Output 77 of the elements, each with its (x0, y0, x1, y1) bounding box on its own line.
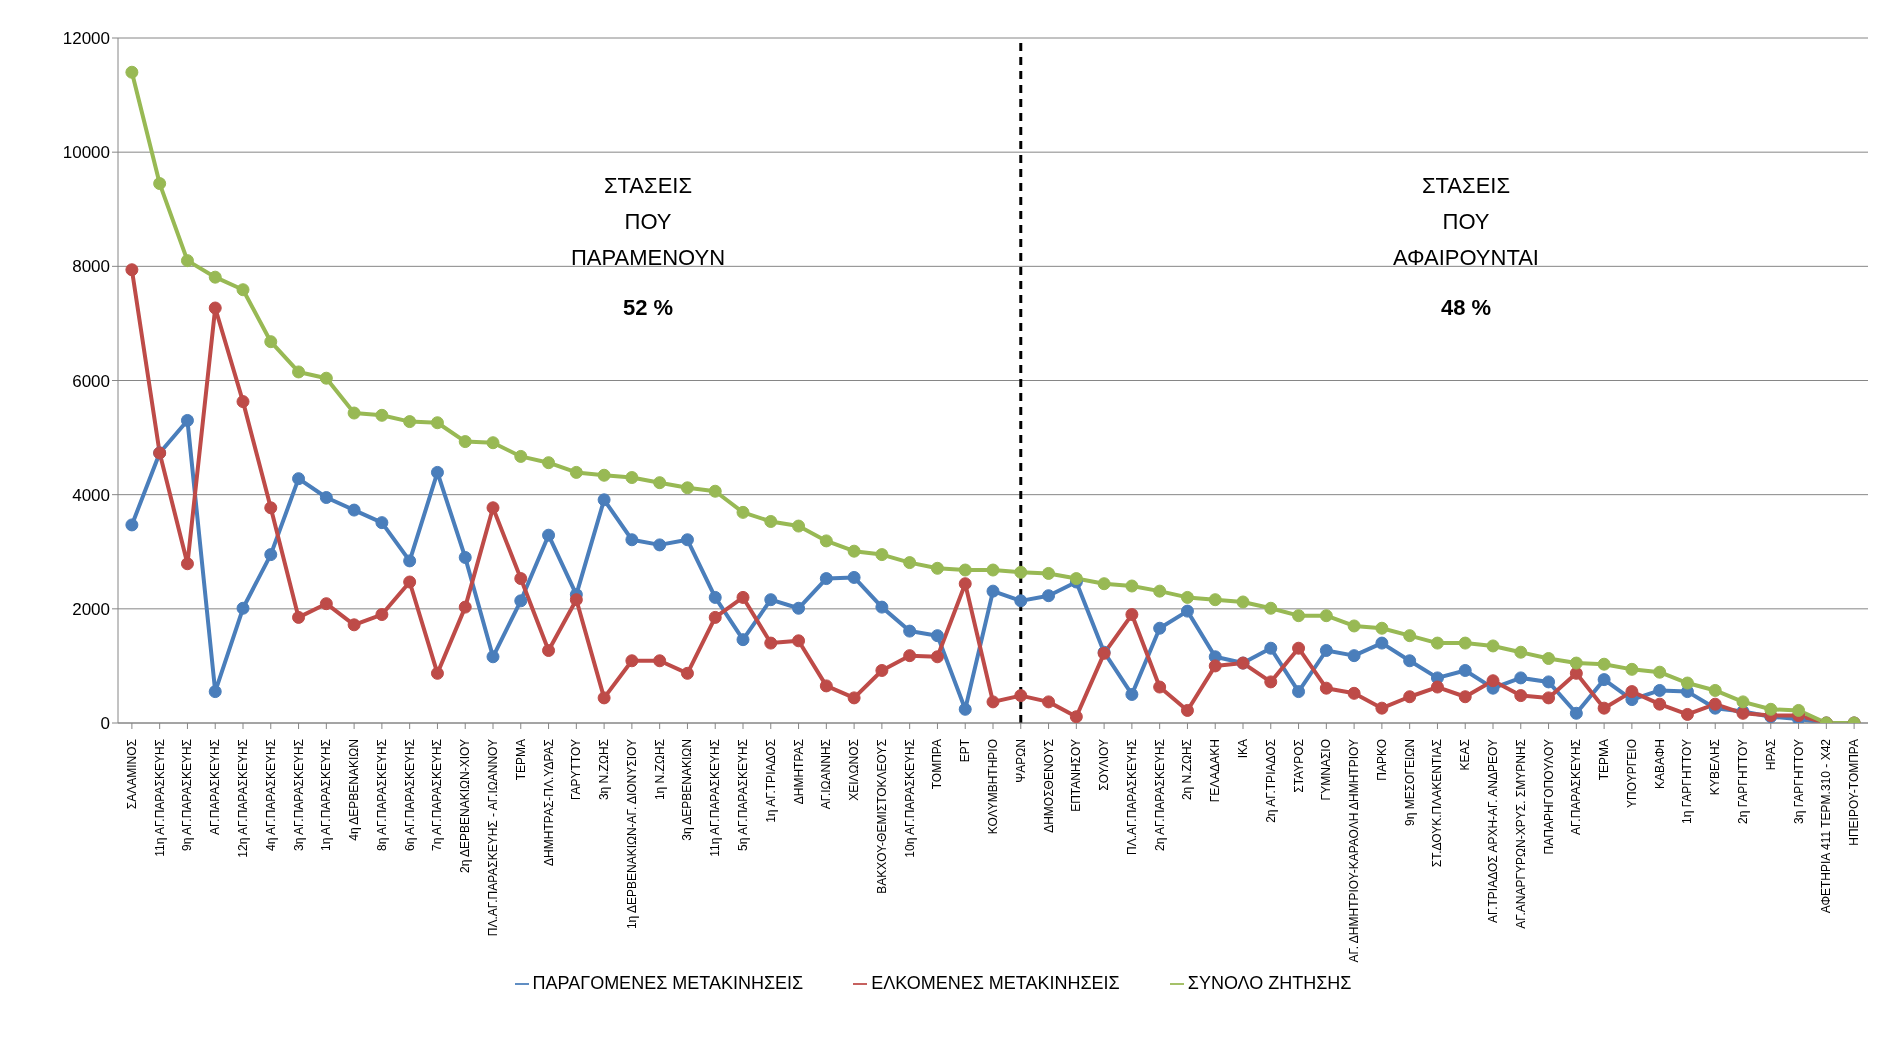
x-tick-label: ΕΡΤ (958, 738, 973, 763)
x-tick-label: ΔΗΜΗΤΡΑΣ (791, 739, 806, 805)
x-tick-label: 1η ΑΓ.ΠΑΡΑΣΚΕΥΗΣ (319, 739, 334, 851)
x-tick-label: 3η ΑΓ.ΠΑΡΑΣΚΕΥΗΣ (291, 739, 306, 851)
x-tick-label: 2η ΓΑΡΓΗΤΤΟΥ (1736, 739, 1750, 824)
x-tick-label: ΑΓ.ΑΝΑΡΓΥΡΩΝ-ΧΡΥΣ. ΣΜΥΡΝΗΣ (1513, 739, 1528, 929)
x-tick-label: 12η ΑΓ.ΠΑΡΑΣΚΕΥΗΣ (236, 739, 250, 858)
x-tick-label: ΓΕΛΑΔΑΚΗ (1208, 739, 1223, 803)
x-tick-label: ΑΓ.ΠΑΡΑΣΚΕΥΗΣ (208, 739, 223, 835)
x-tick-label: 9η ΜΕΣΟΓΕΙΩΝ (1402, 739, 1417, 827)
x-tick-label: 4η ΔΕΡΒΕΝΑΚΙΩΝ (347, 739, 362, 841)
x-tick-label: ΚΟΛΥΜΒΗΤΗΡΙΟ (986, 739, 1000, 835)
x-tick-label: ΣΤΑΥΡΟΣ (1291, 739, 1306, 793)
x-tick-label: 11η ΑΓ.ΠΑΡΑΣΚΕΥΗΣ (152, 739, 167, 857)
x-tick-label: 3η ΔΕΡΒΕΝΑΚΙΩΝ (680, 739, 695, 841)
x-tick-label: ΤΕΡΜΑ (513, 739, 528, 781)
x-tick-label: 1η ΔΕΡΒΕΝΑΚΙΩΝ-ΑΓ. ΔΙΟΝΥΣΙΟΥ (624, 739, 639, 930)
x-tick-label: 5η ΑΓ.ΠΑΡΑΣΚΕΥΗΣ (736, 739, 750, 851)
legend-label: ΕΛΚΟΜΕΝΕΣ ΜΕΤΑΚΙΝΗΣΕΙΣ (871, 973, 1120, 993)
x-tick-label: ΠΑΡΚΟ (1374, 739, 1389, 781)
x-tick-label: 8η ΑΓ.ΠΑΡΑΣΚΕΥΗΣ (374, 739, 389, 851)
x-tick-label: ΒΑΚΧΟΥ-ΘΕΜΙΣΤΟΚΛΕΟΥΣ (874, 739, 889, 894)
x-tick-label: ΠΑΠΑΡΗΓΟΠΟΥΛΟΥ (1541, 739, 1556, 855)
x-tick-label: ΓΑΡΥΤΤΟΥ (569, 739, 584, 800)
x-tick-label: ΣΤ.ΔΟΥΚ.ΠΛΑΚΕΝΤΙΑΣ (1430, 739, 1445, 868)
y-tick-label: 12000 (62, 29, 110, 49)
x-tick-label: ΠΛ.ΑΓ.ΠΑΡΑΣΚΕΥΗΣ (1124, 739, 1139, 855)
x-tick-label: 9η ΑΓ.ΠΑΡΑΣΚΕΥΗΣ (180, 739, 195, 851)
x-tick-label: 2η ΔΕΡΒΕΝΑΚΙΩΝ-ΧΙΟΥ (458, 739, 473, 873)
x-tick-label: ΤΟΜΠΡΑ (930, 739, 945, 790)
x-tick-label: 2η Ν.ΖΩΗΣ (1180, 739, 1195, 801)
x-tick-label: 2η ΑΓ.ΠΑΡΑΣΚΕΥΗΣ (1152, 739, 1167, 851)
x-tick-label: ΑΓ.ΠΑΡΑΣΚΕΥΗΣ (1569, 739, 1584, 835)
x-tick-label: ΑΦΕΤΗΡΙΑ 411 ΤΕΡΜ.310 - Χ42 (1819, 738, 1834, 914)
x-tick-label: ΤΕΡΜΑ (1597, 739, 1612, 781)
x-tick-label: 4η ΑΓ.ΠΑΡΑΣΚΕΥΗΣ (263, 739, 278, 851)
legend-label: ΣΥΝΟΛΟ ΖΗΤΗΣΗΣ (1187, 973, 1352, 993)
x-tick-label: ΔΗΜΗΤΡΑΣ-ΠΛ.ΥΔΡΑΣ (541, 739, 556, 866)
x-tick-label: 11η ΑΓ.ΠΑΡΑΣΚΕΥΗΣ (708, 739, 723, 857)
x-tick-label: 2η ΑΓ.ΤΡΙΑΔΟΣ (1263, 739, 1278, 823)
x-tick-label: ΥΠΟΥΡΓΕΙΟ (1624, 739, 1639, 808)
x-tick-label: 3η Ν.ΖΩΗΣ (597, 739, 612, 801)
x-tick-label: 1η Ν.ΖΩΗΣ (652, 739, 667, 801)
y-tick-label: 6000 (72, 371, 110, 391)
y-tick-label: 4000 (72, 485, 110, 505)
x-tick-label: ΙΚΑ (1236, 739, 1250, 759)
x-tick-label: ΨΑΡΩΝ (1013, 739, 1028, 783)
legend-label: ΠΑΡΑΓΟΜΕΝΕΣ ΜΕΤΑΚΙΝΗΣΕΙΣ (532, 973, 804, 993)
x-tick-label: 7η ΑΓ.ΠΑΡΑΣΚΕΥΗΣ (430, 739, 445, 851)
x-tick-label: ΑΓ.ΤΡΙΑΔΟΣ ΑΡΧΗ-ΑΓ. ΑΝΔΡΕΟΥ (1486, 739, 1500, 924)
x-tick-label: ΚΑΒΑΦΗ (1652, 739, 1667, 789)
x-tick-label: ΔΗΜΟΣΘΕΝΟΥΣ (1041, 739, 1056, 833)
y-tick-label: 8000 (72, 257, 110, 277)
x-tick-label: ΚΥΒΕΛΗΣ (1708, 739, 1723, 796)
annotation: 52 % (621, 294, 675, 322)
x-tick-label: 1η ΓΑΡΓΗΤΤΟΥ (1680, 739, 1695, 824)
x-tick-label: 6η ΑΓ.ΠΑΡΑΣΚΕΥΗΣ (402, 739, 417, 851)
x-tick-label: ΧΕΙΛΩΝΟΣ (847, 739, 862, 801)
x-tick-label: ΠΛ.ΑΓ.ΠΑΡΑΣΚΕΥΗΣ - ΑΓ.ΙΩΑΝΝΟΥ (486, 739, 500, 937)
x-tick-label: ΑΓ.ΙΩΑΝΝΗΣ (819, 739, 834, 810)
x-tick-label: ΣΟΥΛΙΟΥ (1097, 739, 1112, 791)
y-tick-label: 10000 (62, 143, 110, 163)
x-tick-label: 1η ΑΓ.ΤΡΙΑΔΟΣ (763, 739, 778, 823)
annotation: ΣΤΑΣΕΙΣ ΠΟΥ ΠΑΡΑΜΕΝΟΥΝ (569, 172, 727, 272)
y-tick-label: 2000 (72, 599, 110, 619)
x-tick-label: ΓΥΜΝΑΣΙΟ (1319, 739, 1334, 801)
x-tick-label: ΣΑΛΑΜΙΝΟΣ (124, 739, 139, 810)
x-tick-label: ΑΓ. ΔΗΜΗΤΡΙΟΥ-ΚΑΡΑΟΛΗ ΔΗΜΗΤΡΙΟΥ (1347, 739, 1362, 963)
x-tick-label: 3η ΓΑΡΓΗΤΤΟΥ (1791, 739, 1806, 824)
x-tick-label: ΗΡΑΣ (1763, 739, 1778, 771)
x-tick-label: ΗΠΕΙΡΟΥ-ΤΟΜΠΡΑ (1847, 739, 1862, 846)
x-tick-label: ΕΠΤΑΝΗΣΟΥ (1069, 739, 1084, 812)
x-tick-label: ΚΕΑΣ (1458, 739, 1473, 771)
x-tick-label: 10η ΑΓ.ΠΑΡΑΣΚΕΥΗΣ (902, 739, 917, 858)
annotation: ΣΤΑΣΕΙΣ ΠΟΥ ΑΦΑΙΡΟΥΝΤΑΙ (1392, 172, 1540, 272)
y-tick-label: 0 (100, 714, 110, 734)
annotation: 48 % (1439, 294, 1493, 322)
